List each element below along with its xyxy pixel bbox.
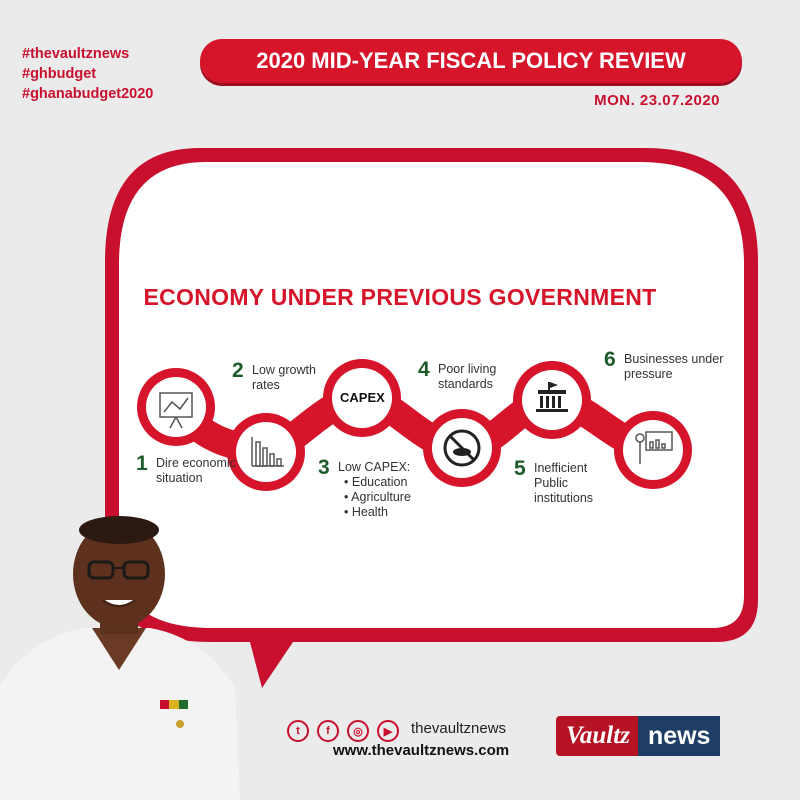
- presentation-chart-icon: [159, 392, 193, 429]
- step-text: Low growth rates: [252, 363, 316, 392]
- step-number: 4: [418, 358, 430, 381]
- list-item: Education: [344, 475, 438, 490]
- government-building-icon: [536, 382, 568, 412]
- review-date: MON. 23.07.2020: [594, 92, 720, 109]
- step-number: 5: [514, 457, 526, 480]
- hashtag: #ghanabudget2020: [22, 86, 154, 102]
- step-text: Businesses under pressure: [624, 352, 724, 381]
- step-1-icon-circle: [137, 368, 215, 446]
- hashtag: #ghbudget: [22, 66, 97, 82]
- step-2-icon-circle: [227, 413, 305, 491]
- social-icons: t f ◎ ▶: [287, 720, 399, 742]
- hashtag-list: #thevaultznews #ghbudget #ghanabudget202…: [22, 44, 153, 104]
- youtube-icon[interactable]: ▶: [377, 720, 399, 742]
- list-item: Health: [344, 505, 438, 520]
- glasses: [87, 560, 115, 580]
- no-food-icon: [443, 429, 481, 467]
- declining-bar-chart-icon: [251, 437, 284, 467]
- step-6: 6 Businesses under pressure: [604, 348, 730, 382]
- step-6-icon-circle: [614, 411, 692, 489]
- face: [73, 520, 165, 628]
- step-5-icon-circle: [513, 361, 591, 439]
- headline: ECONOMY UNDER PREVIOUS GOVERNMENT: [143, 284, 657, 310]
- step-text: Poor living standards: [438, 362, 497, 391]
- white-outfit: [0, 628, 240, 800]
- step-number: 2: [232, 359, 244, 382]
- speaker-photo: [0, 516, 240, 800]
- presenter-chart-icon: [635, 431, 673, 464]
- step-text: Inefficient Public institutions: [534, 461, 594, 505]
- list-item: Agriculture: [344, 490, 438, 505]
- vaultz-news-logo: Vaultz news: [556, 716, 746, 756]
- step-number: 1: [136, 452, 148, 475]
- step-1: 1 Dire economic situation: [136, 452, 236, 486]
- step-number: 6: [604, 348, 616, 371]
- step-2: 2 Low growth rates: [232, 359, 342, 393]
- logo-news: news: [637, 716, 721, 756]
- step-3: 3 Low CAPEX: Education Agriculture Healt…: [318, 456, 438, 520]
- page-title: 2020 MID-YEAR FISCAL POLICY REVIEW: [200, 39, 742, 83]
- capex-bullet-list: Education Agriculture Health: [318, 475, 438, 520]
- step-4-icon-circle: [423, 409, 501, 487]
- step-text: Low CAPEX:: [338, 460, 411, 474]
- capex-icon-label: CAPEX: [340, 390, 385, 405]
- hashtag: #thevaultznews: [22, 46, 130, 62]
- step-text: Dire economic situation: [156, 456, 236, 485]
- social-handle: thevaultznews: [411, 720, 507, 737]
- logo-vaultz: Vaultz: [556, 716, 638, 756]
- step-number: 3: [318, 456, 330, 479]
- step-3-icon-circle: [323, 359, 401, 437]
- twitter-icon[interactable]: t: [287, 720, 309, 742]
- instagram-icon[interactable]: ◎: [347, 720, 369, 742]
- step-4: 4 Poor living standards: [418, 358, 518, 392]
- facebook-icon[interactable]: f: [317, 720, 339, 742]
- step-5: 5 Inefficient Public institutions: [514, 457, 614, 506]
- website-link[interactable]: www.thevaultznews.com: [333, 742, 510, 759]
